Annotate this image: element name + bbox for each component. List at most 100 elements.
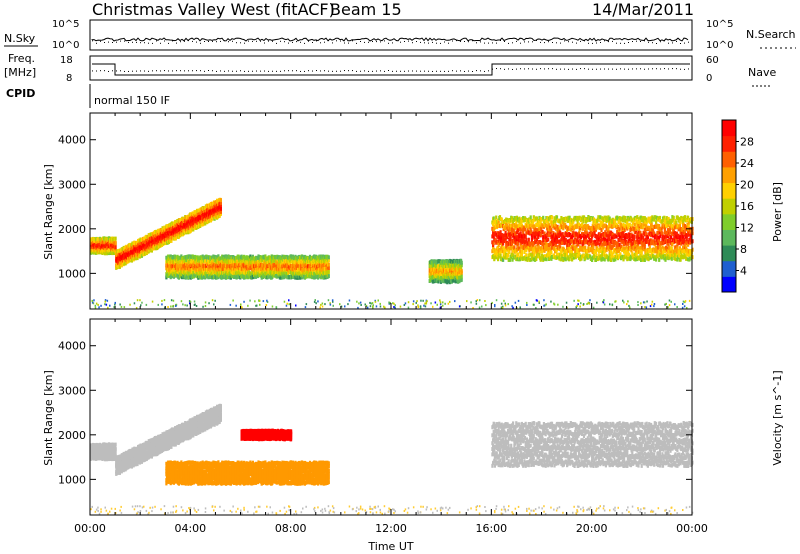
heatmap-cell — [524, 240, 527, 245]
heatmap-cell — [599, 245, 602, 250]
nsearch-point — [624, 42, 625, 44]
heatmap-cell — [459, 262, 462, 267]
heatmap-cell — [543, 231, 546, 236]
heatmap-cell — [633, 256, 636, 261]
heatmap-cell — [542, 256, 545, 261]
heatmap-cell — [222, 260, 225, 265]
heatmap-cell — [264, 260, 267, 265]
nsearch-point — [672, 42, 673, 44]
heatmap-cell — [188, 254, 191, 259]
heatmap-cell — [525, 223, 528, 228]
heatmap-cell — [575, 244, 578, 249]
heatmap-cell — [571, 238, 574, 243]
nsearch-point — [128, 41, 129, 43]
heatmap-cell — [258, 264, 261, 269]
heatmap-cell — [609, 244, 612, 249]
heatmap-cell — [533, 230, 536, 235]
nave-point — [452, 70, 453, 72]
nsearch-point — [460, 40, 461, 42]
heatmap-cell — [456, 262, 459, 267]
nsearch-point — [444, 41, 445, 43]
nsearch-point — [288, 42, 289, 44]
nave-point — [400, 70, 401, 72]
nsearch-point — [340, 40, 341, 42]
heatmap-cell — [571, 235, 574, 240]
heatmap-cell — [517, 228, 520, 233]
heatmap-cell — [601, 219, 604, 224]
heatmap-cell — [642, 219, 645, 224]
nsearch-point — [300, 41, 301, 43]
nave-point — [572, 68, 573, 70]
heatmap-cell — [547, 220, 550, 225]
heatmap-cell — [577, 253, 580, 258]
heatmap-cell — [441, 276, 444, 281]
heatmap-cell — [574, 252, 577, 257]
heatmap-cell — [629, 244, 633, 249]
heatmap-cell — [556, 224, 559, 229]
nsearch-point — [468, 41, 469, 43]
heatmap-cell — [492, 241, 495, 246]
heatmap-cell — [608, 255, 611, 260]
heatmap-cell — [643, 258, 646, 262]
heatmap-cell — [636, 234, 639, 239]
heatmap-cell — [537, 252, 540, 257]
nsearch-point — [648, 41, 649, 43]
nave-point — [192, 70, 193, 72]
heatmap-cell — [170, 238, 173, 243]
heatmap-cell — [508, 232, 511, 237]
heatmap-cell — [578, 253, 581, 258]
heatmap-cell — [550, 228, 553, 233]
heatmap-cell — [570, 252, 573, 257]
cpid-label: CPID — [6, 87, 35, 100]
heatmap-cell — [180, 275, 184, 280]
heatmap-cell — [508, 237, 511, 242]
nave-point — [680, 68, 681, 70]
heatmap-cell — [564, 257, 567, 262]
nsearch-point — [232, 40, 233, 42]
heatmap-cell — [542, 215, 545, 220]
heatmap-cell — [584, 217, 587, 222]
nave-point — [576, 68, 577, 70]
heatmap-cell — [609, 258, 613, 262]
heatmap-cell — [569, 233, 572, 237]
heatmap-cell — [572, 233, 575, 238]
heatmap-cell — [288, 262, 291, 266]
heatmap-cell — [491, 249, 494, 254]
heatmap-cell — [517, 252, 520, 257]
heatmap-cell — [270, 262, 273, 267]
heatmap-cell — [647, 240, 650, 245]
heatmap-cell — [510, 230, 513, 235]
heatmap-cell — [652, 254, 655, 259]
heatmap-cell — [607, 227, 610, 232]
nsearch-point — [396, 40, 397, 42]
heatmap-cell — [581, 247, 584, 252]
heatmap-cell — [610, 235, 613, 240]
nave-point — [108, 70, 109, 72]
nsearch-point — [456, 40, 457, 42]
heatmap-cell — [622, 222, 625, 227]
nave-point — [296, 70, 297, 72]
heatmap-cell — [638, 227, 641, 231]
nsearch-point — [320, 42, 321, 44]
nave-point — [268, 70, 269, 72]
nsearch-point — [664, 40, 665, 42]
heatmap-cell — [535, 249, 539, 254]
heatmap-cell — [564, 253, 567, 258]
nave-point — [176, 70, 177, 72]
heatmap-cell — [525, 248, 528, 253]
heatmap-cell — [574, 238, 577, 242]
heatmap-cell — [651, 233, 655, 238]
freq-series — [92, 63, 690, 76]
heatmap-cell — [520, 219, 523, 224]
nsky-series — [91, 37, 689, 42]
nsearch-point — [172, 40, 173, 42]
heatmap-cell — [520, 237, 523, 242]
heatmap-cell — [591, 223, 594, 228]
heatmap-cell — [546, 247, 549, 252]
nsearch-point — [684, 42, 685, 44]
heatmap-cell — [562, 247, 565, 252]
heatmap-cell — [207, 275, 210, 280]
heatmap-cell — [567, 215, 570, 220]
heatmap-cell — [622, 240, 625, 245]
nave-point — [628, 68, 629, 70]
